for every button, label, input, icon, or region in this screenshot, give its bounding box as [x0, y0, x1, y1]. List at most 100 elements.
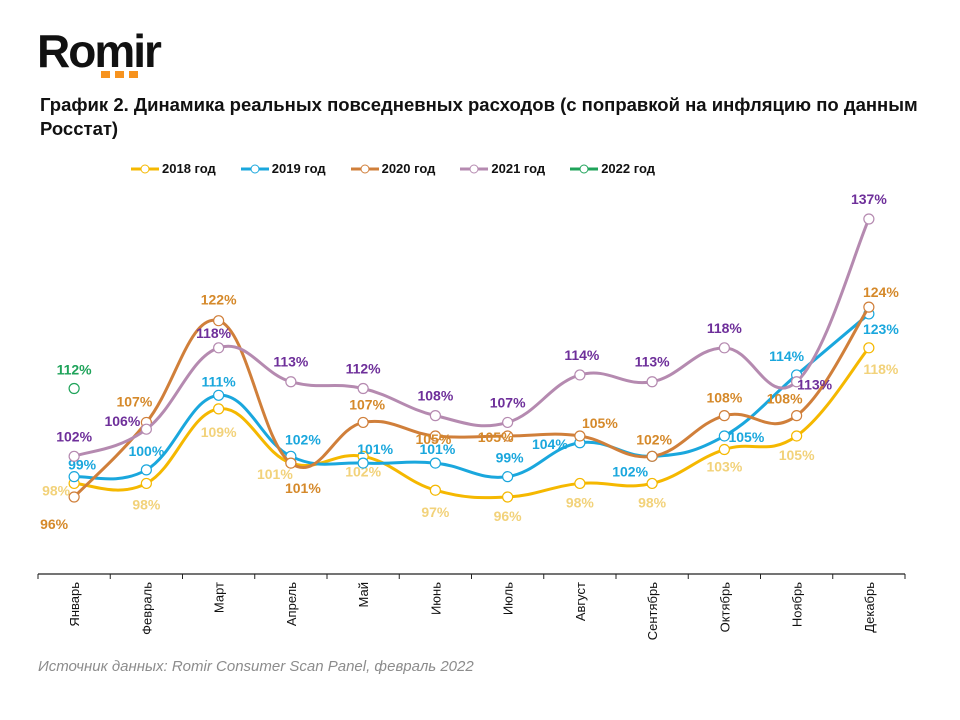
- data-point: [68, 491, 80, 503]
- data-label: 107%: [490, 394, 526, 410]
- x-tick-label: Февраль: [139, 582, 154, 635]
- legend-item: 2018 год: [130, 161, 216, 176]
- data-label: 137%: [851, 191, 887, 207]
- data-point: [429, 410, 441, 422]
- data-point: [213, 389, 225, 401]
- data-label: 103%: [706, 459, 742, 475]
- x-tick-label: Ноябрь: [790, 582, 805, 627]
- data-point: [140, 477, 152, 490]
- legend-line-marker-icon: [350, 164, 379, 173]
- data-label: 109%: [201, 424, 237, 440]
- legend-line-marker-icon: [240, 164, 269, 173]
- data-point: [357, 457, 369, 469]
- data-point: [646, 450, 658, 462]
- data-label: 118%: [196, 325, 232, 341]
- legend-label: 2020 год: [381, 161, 436, 176]
- data-point: [285, 457, 297, 469]
- data-point: [68, 382, 80, 395]
- data-label: 123%: [863, 321, 899, 337]
- data-point: [502, 471, 514, 483]
- data-point: [863, 342, 875, 354]
- data-label: 101%: [257, 466, 293, 482]
- legend-label: 2018 год: [162, 161, 216, 176]
- legend-line-marker-icon: [131, 164, 159, 173]
- data-label: 102%: [612, 463, 648, 479]
- data-point: [429, 457, 441, 469]
- data-label: 111%: [201, 373, 236, 389]
- data-point: [791, 376, 803, 388]
- data-label: 102%: [56, 428, 92, 444]
- data-label: 113%: [273, 354, 309, 370]
- data-label: 105%: [478, 429, 514, 445]
- data-label: 124%: [863, 284, 899, 300]
- data-label: 101%: [357, 441, 393, 457]
- x-tick-label: Июнь: [428, 582, 443, 615]
- series-2022-год: 112%: [57, 362, 93, 395]
- data-label: 113%: [635, 354, 671, 370]
- legend-item: 2021 год: [459, 161, 545, 176]
- data-label: 102%: [285, 431, 321, 447]
- x-tick-label: Январь: [67, 582, 82, 627]
- legend-item: 2022 год: [569, 161, 655, 176]
- data-label: 108%: [417, 388, 453, 404]
- data-label: 112%: [346, 361, 382, 377]
- data-point: [213, 403, 225, 415]
- data-label: 113%: [797, 377, 833, 393]
- data-label: 97%: [421, 504, 450, 520]
- data-point: [285, 376, 297, 388]
- series-line: [73, 306, 871, 499]
- data-label: 98%: [638, 494, 667, 510]
- data-label: 102%: [636, 431, 672, 447]
- data-source-note: Источник данных: Romir Consumer Scan Pan…: [38, 658, 474, 675]
- data-label: 108%: [706, 390, 742, 406]
- series-line: [73, 312, 870, 481]
- data-point: [140, 423, 152, 435]
- legend-item: 2019 год: [240, 161, 326, 176]
- series-line: [74, 346, 871, 500]
- data-label: 118%: [863, 361, 899, 377]
- data-label: 98%: [132, 496, 161, 512]
- x-tick-label: Апрель: [284, 582, 299, 626]
- data-point: [68, 471, 80, 483]
- data-label: 108%: [767, 391, 803, 407]
- data-label: 106%: [104, 413, 140, 429]
- data-label: 114%: [769, 348, 805, 364]
- data-label: 101%: [419, 441, 455, 457]
- data-label: 100%: [128, 443, 164, 459]
- data-label: 105%: [415, 431, 451, 447]
- x-tick-label: Май: [356, 582, 371, 607]
- data-label: 98%: [566, 494, 595, 510]
- data-point: [574, 369, 586, 381]
- data-label: 99%: [496, 450, 525, 466]
- data-point: [718, 410, 730, 422]
- series-2020-год: 96%107%122%101%107%105% 105%105%102%108% 1…: [40, 284, 899, 532]
- legend-line-marker-icon: [570, 164, 599, 173]
- data-point: [718, 342, 730, 354]
- data-point: [791, 410, 803, 422]
- data-label: 104%: [532, 436, 568, 452]
- x-tick-label: Декабрь: [862, 582, 877, 633]
- data-point: [357, 382, 369, 395]
- data-point: [574, 430, 586, 442]
- data-point: [718, 430, 730, 442]
- x-tick-label: Август: [573, 582, 588, 621]
- legend-label: 2019 год: [271, 161, 326, 176]
- data-label: 102%: [345, 463, 381, 479]
- romir-logo: Romir: [37, 28, 162, 78]
- data-point: [429, 484, 441, 496]
- data-point: [357, 416, 369, 429]
- logo-dots: [101, 71, 138, 78]
- chart-legend: 2018 год 2019 год 2020 год 2021 год 2022 год: [130, 161, 655, 176]
- data-label: 105%: [582, 415, 618, 431]
- data-point: [213, 342, 225, 354]
- data-point: [429, 430, 441, 442]
- data-point: [863, 213, 875, 225]
- data-point: [68, 450, 80, 462]
- data-label: 112%: [57, 362, 93, 378]
- legend-item: 2020 год: [350, 161, 436, 176]
- x-tick-label: Сентябрь: [645, 582, 660, 640]
- series-2018-год: 98% 98% 109% 101% 102% 97% 96% 98% 98% 103% 105% 11…: [42, 342, 899, 524]
- data-label: 96%: [40, 516, 69, 532]
- data-label: 107%: [116, 393, 152, 409]
